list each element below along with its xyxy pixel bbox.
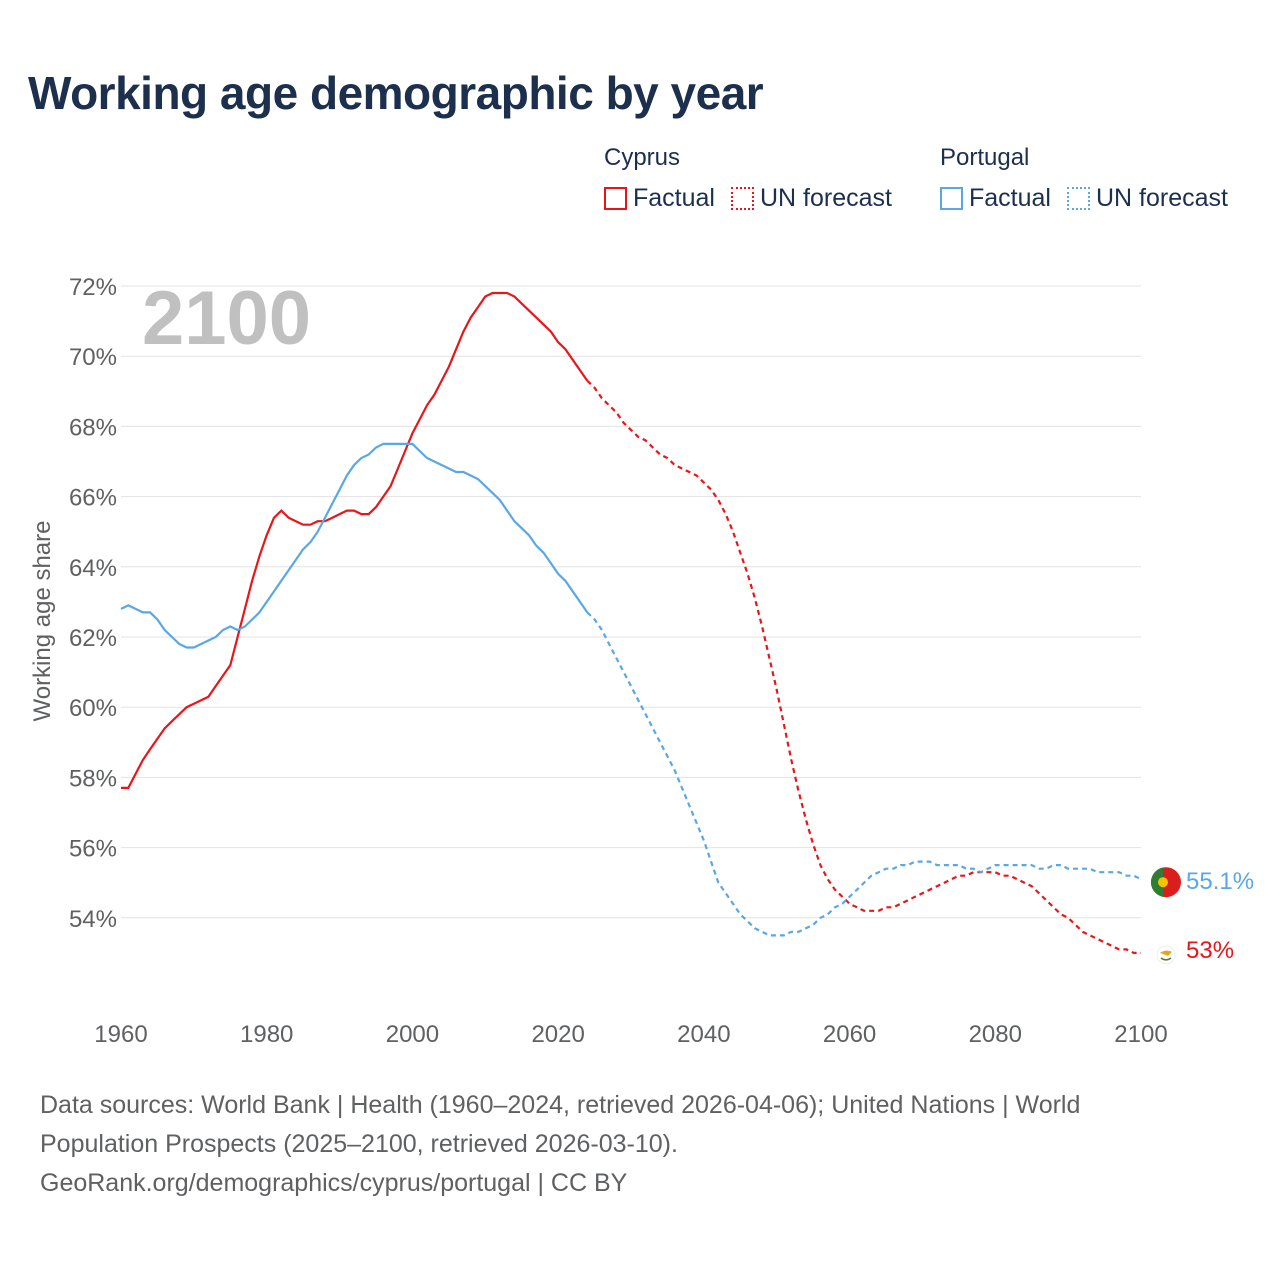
- y-tick-label: 58%: [69, 765, 117, 792]
- portugal-flag-emblem: [1158, 877, 1168, 888]
- cyprus-flag-branches: [1160, 957, 1172, 961]
- legend-cyprus-forecast-swatch: [730, 187, 754, 210]
- year-watermark: 2100: [142, 276, 311, 361]
- y-tick-label: 56%: [69, 836, 117, 863]
- cyprus-factual-line: [121, 291, 589, 789]
- y-tick-label: 66%: [69, 485, 117, 512]
- y-tick-label: 72%: [69, 274, 117, 301]
- legend-portugal: Portugal Factual UN forecast: [940, 144, 1244, 213]
- x-tick-label: 2020: [531, 1021, 584, 1048]
- legend-portugal-factual-label: Factual: [969, 184, 1051, 212]
- x-tick-label: 2000: [386, 1021, 439, 1048]
- chart-title: Working age demographic by year: [28, 67, 764, 119]
- x-tick-label: 2080: [969, 1021, 1022, 1048]
- legend-portugal-factual[interactable]: Factual: [940, 184, 1051, 213]
- y-tick-label: 62%: [69, 625, 117, 652]
- x-tick-label: 1960: [94, 1021, 147, 1048]
- portugal-forecast-line: [586, 611, 1142, 937]
- x-tick-label: 2100: [1114, 1021, 1167, 1048]
- legend-portugal-forecast-swatch: [1066, 187, 1090, 210]
- portugal-flag-green-part: [1151, 867, 1163, 897]
- legend-cyprus-label: Cyprus: [604, 144, 681, 171]
- footer-sources: Data sources: World Bank | Health (1960–…: [40, 1086, 1240, 1203]
- legend-portugal-factual-swatch: [940, 187, 963, 210]
- cyprus-end-label: 53%: [1186, 937, 1234, 964]
- cyprus-flag-island: [1160, 950, 1172, 956]
- x-tick-label: 2040: [677, 1021, 730, 1048]
- legend-portugal-label: Portugal: [940, 144, 1030, 171]
- y-tick-label: 64%: [69, 555, 117, 582]
- y-tick-label: 70%: [69, 344, 117, 371]
- y-tick-label: 60%: [69, 695, 117, 722]
- cyprus-forecast-line: [586, 380, 1141, 954]
- legend-cyprus-factual[interactable]: Factual: [604, 184, 715, 213]
- footer-line-2: Population Prospects (2025–2100, retriev…: [40, 1130, 678, 1158]
- y-tick-label: 54%: [69, 906, 117, 933]
- portugal-end-label: 55.1%: [1186, 868, 1254, 895]
- x-tick-label: 1980: [240, 1021, 293, 1048]
- x-tick-label: 2060: [823, 1021, 876, 1048]
- y-tick-label: 68%: [69, 414, 117, 441]
- footer-line-3[interactable]: GeoRank.org/demographics/cyprus/portugal…: [40, 1169, 628, 1197]
- portugal-factual-line: [120, 442, 589, 649]
- footer-line-1: Data sources: World Bank | Health (1960–…: [40, 1091, 1081, 1119]
- legend-cyprus: Cyprus Factual UN forecast: [604, 144, 908, 213]
- legend-cyprus-factual-swatch: [604, 187, 627, 210]
- y-axis-label: Working age share: [29, 521, 56, 722]
- legend-cyprus-factual-label: Factual: [633, 184, 715, 212]
- legend-cyprus-forecast[interactable]: UN forecast: [730, 184, 892, 213]
- legend-portugal-forecast[interactable]: UN forecast: [1066, 184, 1228, 213]
- legend-cyprus-forecast-label: UN forecast: [759, 184, 892, 212]
- legend-portugal-forecast-label: UN forecast: [1095, 184, 1228, 212]
